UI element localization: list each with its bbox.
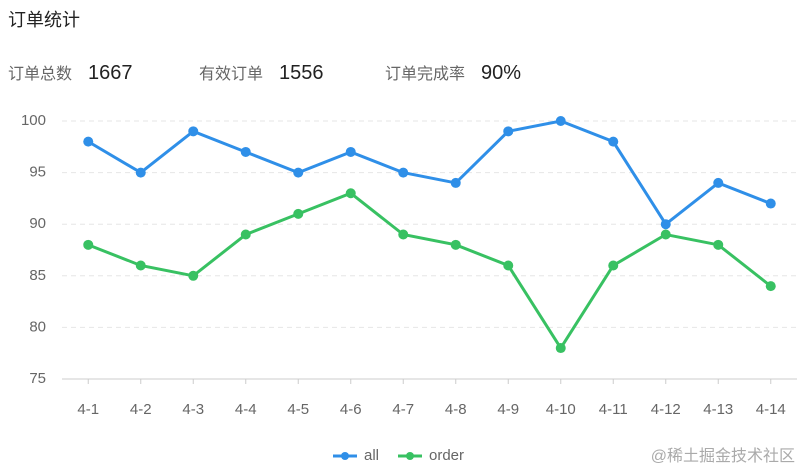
x-tick-label: 4-12 [651, 401, 681, 418]
data-point [555, 343, 566, 354]
data-point [135, 167, 146, 178]
data-point [398, 167, 409, 178]
y-tick-label: 100 [21, 112, 46, 129]
x-tick-label: 4-8 [445, 401, 467, 418]
legend-label: order [429, 447, 464, 464]
data-point [345, 188, 356, 199]
data-point [765, 281, 776, 292]
data-point [83, 136, 94, 147]
legend-dot [341, 452, 349, 460]
series-line [87, 191, 772, 351]
y-tick-label: 90 [29, 215, 46, 232]
data-point [293, 167, 304, 178]
data-point [83, 239, 94, 250]
series-line [87, 119, 772, 227]
data-point [293, 208, 304, 219]
data-point [188, 270, 199, 281]
x-tick-label: 4-4 [235, 401, 257, 418]
x-tick-label: 4-1 [77, 401, 99, 418]
legend-dot [406, 452, 414, 460]
x-tick-label: 4-10 [546, 401, 576, 418]
data-point [555, 116, 566, 126]
data-point [660, 229, 671, 240]
data-point [765, 198, 776, 209]
y-tick-label: 80 [29, 318, 46, 335]
stat-value: 90% [481, 62, 522, 84]
data-point [398, 229, 409, 240]
stat: 订单完成率 90% [385, 60, 521, 85]
y-tick-label: 85 [29, 267, 46, 284]
x-tick-label: 4-7 [392, 401, 414, 418]
watermark: @稀土掘金技术社区 [650, 448, 795, 465]
data-point [240, 229, 251, 240]
y-tick-label: 95 [29, 164, 46, 181]
legend-label: all [364, 447, 379, 464]
x-tick-label: 4-3 [182, 401, 204, 418]
stat-label: 订单完成率 [385, 66, 466, 83]
data-point [713, 177, 724, 188]
x-tick-label: 4-11 [599, 401, 628, 418]
data-point [345, 146, 356, 157]
x-tick-label: 4-5 [287, 401, 309, 418]
stat-value: 1667 [88, 62, 133, 84]
data-point [450, 239, 461, 250]
data-point [240, 146, 251, 157]
data-point [503, 126, 514, 137]
data-point [713, 239, 724, 250]
data-point [660, 219, 671, 230]
data-point [450, 177, 461, 188]
data-point [135, 260, 146, 271]
data-point [608, 260, 619, 271]
stat: 有效订单 1556 [199, 60, 324, 85]
data-point [188, 126, 199, 137]
stat-value: 1556 [279, 62, 324, 84]
data-point [608, 136, 619, 147]
data-point [503, 260, 514, 271]
x-tick-label: 4-13 [703, 401, 733, 418]
stat-label: 订单总数 [8, 66, 73, 83]
card-title: 订单统计 [8, 10, 80, 30]
stat-label: 有效订单 [199, 66, 264, 83]
stat: 订单总数 1667 [8, 60, 133, 85]
x-tick-label: 4-6 [340, 401, 362, 418]
y-tick-label: 75 [29, 370, 46, 387]
x-tick-label: 4-9 [497, 401, 519, 418]
x-tick-label: 4-14 [756, 401, 786, 418]
x-tick-label: 4-2 [130, 401, 152, 418]
